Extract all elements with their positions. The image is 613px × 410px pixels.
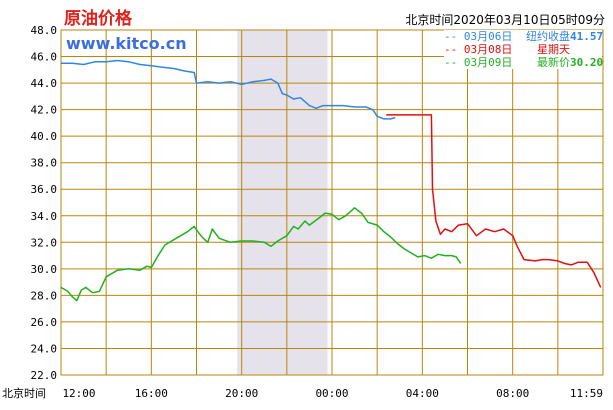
y-tick-label: 26.0 bbox=[31, 316, 58, 329]
timestamp: 北京时间2020年03月10日05时09分 bbox=[405, 13, 605, 27]
legend-item: -- 03月09日 最新价 30.20 bbox=[444, 56, 604, 69]
series-line bbox=[61, 59, 396, 120]
series-line bbox=[60, 207, 462, 302]
legend-item: -- 03月08日 星期天 bbox=[444, 43, 602, 56]
y-tick-label: 38.0 bbox=[31, 157, 58, 170]
legend-label: 星期天 bbox=[537, 43, 570, 56]
y-tick-label: 24.0 bbox=[31, 342, 58, 355]
y-tick-label: 46.0 bbox=[31, 51, 58, 64]
legend-value: 30.20 bbox=[570, 56, 604, 69]
y-tick-label: 22.0 bbox=[31, 369, 58, 382]
legend-date: -- 03月06日 bbox=[444, 30, 513, 43]
y-tick-label: 32.0 bbox=[31, 236, 58, 249]
chart-title: 原油价格 bbox=[64, 9, 132, 29]
y-tick-label: 40.0 bbox=[31, 130, 58, 143]
x-tick-label: 20:00 bbox=[225, 387, 258, 400]
x-tick-label: 08:00 bbox=[496, 387, 529, 400]
y-tick-label: 48.0 bbox=[31, 24, 58, 37]
legend: -- 03月06日 纽约收盘 41.57 -- 03月08日 星期天 -- 03… bbox=[444, 30, 604, 69]
y-tick-label: 42.0 bbox=[31, 104, 58, 117]
y-tick-label: 28.0 bbox=[31, 289, 58, 302]
legend-label: 最新价 bbox=[537, 56, 570, 69]
y-tick-label: 36.0 bbox=[31, 183, 58, 196]
legend-value: 41.57 bbox=[570, 30, 604, 43]
shaded-band bbox=[237, 30, 328, 375]
x-tick-label: 11:59 bbox=[570, 387, 603, 400]
y-tick-label: 44.0 bbox=[31, 77, 58, 90]
y-tick-label: 30.0 bbox=[31, 263, 58, 276]
plot-frame bbox=[60, 29, 604, 376]
legend-date: -- 03月08日 bbox=[444, 43, 513, 56]
legend-label: 纽约收盘 bbox=[526, 30, 570, 43]
x-axis-label: 北京时间 bbox=[2, 386, 46, 400]
series-line bbox=[386, 114, 602, 288]
legend-item: -- 03月06日 纽约收盘 41.57 bbox=[444, 30, 604, 43]
x-tick-label: 04:00 bbox=[406, 387, 439, 400]
legend-date: -- 03月09日 bbox=[444, 56, 513, 69]
site-watermark: www.kitco.cn bbox=[66, 34, 187, 53]
x-tick-label: 16:00 bbox=[135, 387, 168, 400]
x-tick-label: 00:00 bbox=[315, 387, 348, 400]
legend-value bbox=[570, 43, 602, 56]
y-tick-label: 34.0 bbox=[31, 210, 58, 223]
x-tick-label: 12:00 bbox=[62, 387, 95, 400]
